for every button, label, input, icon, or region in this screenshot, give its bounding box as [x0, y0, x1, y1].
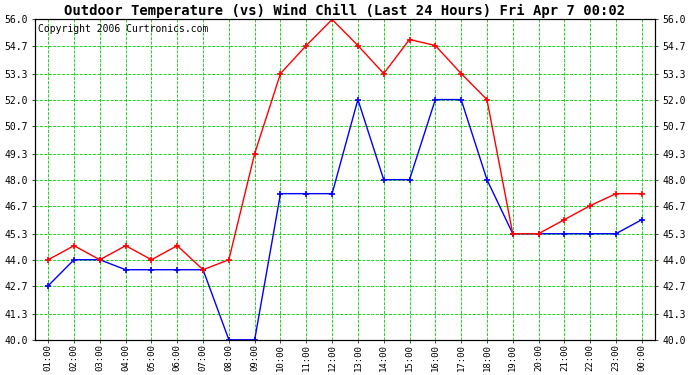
- Text: Copyright 2006 Curtronics.com: Copyright 2006 Curtronics.com: [39, 24, 209, 34]
- Title: Outdoor Temperature (vs) Wind Chill (Last 24 Hours) Fri Apr 7 00:02: Outdoor Temperature (vs) Wind Chill (Las…: [64, 4, 626, 18]
